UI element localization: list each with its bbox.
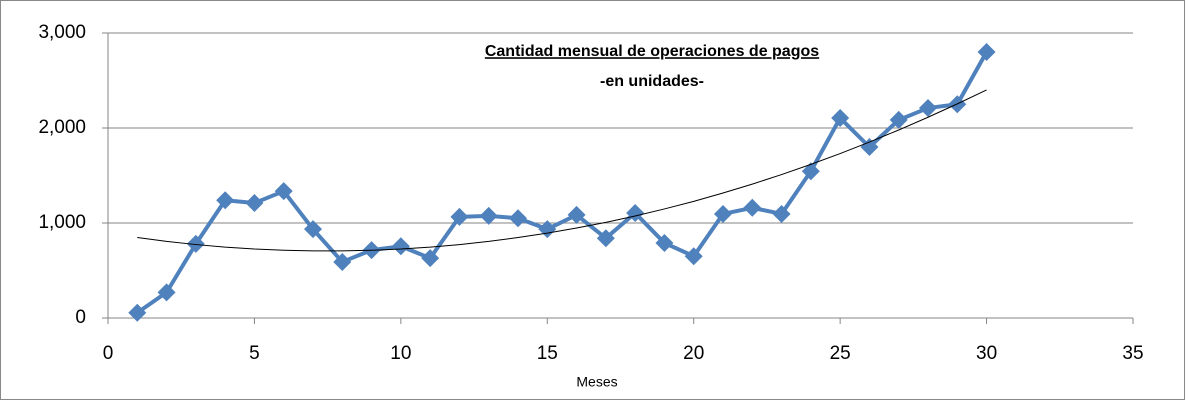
x-tick-label: 35: [1122, 343, 1143, 364]
marker: [626, 204, 645, 223]
marker: [831, 109, 850, 128]
marker: [245, 194, 264, 213]
marker: [655, 233, 674, 252]
y-tick-label: 3,000: [38, 22, 86, 43]
marker: [216, 191, 235, 210]
marker: [743, 198, 762, 217]
y-tick-label: 0: [75, 307, 86, 328]
marker: [919, 99, 937, 118]
marker: [684, 247, 703, 266]
chart-subtitle: -en unidades-: [600, 73, 704, 90]
x-tick-label: 20: [683, 343, 704, 364]
marker: [801, 162, 820, 181]
marker: [714, 204, 732, 223]
x-tick-label: 15: [537, 343, 558, 364]
marker: [450, 207, 469, 226]
marker: [304, 220, 322, 239]
x-tick-label: 10: [390, 343, 411, 364]
chart-title: Cantidad mensual de operaciones de pagos: [485, 43, 819, 60]
marker: [567, 205, 586, 224]
marker: [479, 206, 498, 225]
marker: [391, 237, 410, 256]
x-tick-label: 30: [976, 343, 997, 364]
marker: [860, 138, 879, 156]
marker: [157, 283, 176, 302]
marker: [889, 110, 908, 129]
marker: [333, 252, 352, 271]
marker: [509, 209, 527, 228]
marker: [421, 249, 440, 268]
marker: [274, 182, 293, 201]
marker: [772, 204, 791, 223]
x-axis-title: Meses: [576, 374, 617, 390]
y-tick-label: 2,000: [38, 117, 86, 138]
x-tick-label: 0: [103, 343, 114, 364]
marker: [128, 303, 147, 322]
trend-line: [137, 89, 987, 252]
marker: [186, 234, 205, 253]
x-tick-label: 5: [249, 343, 260, 364]
y-tick-label: 1,000: [38, 212, 86, 233]
marker: [977, 43, 996, 61]
x-tick-label: 25: [830, 343, 851, 364]
marker: [596, 229, 615, 248]
